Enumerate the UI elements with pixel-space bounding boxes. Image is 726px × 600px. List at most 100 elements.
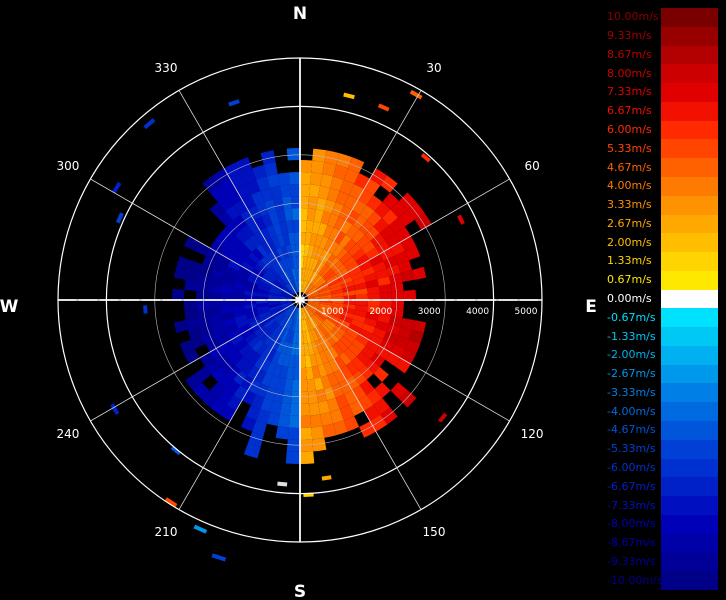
legend-label: 3.33m/s [607,198,652,212]
echo-gate [361,323,376,334]
echo-gate [314,312,325,323]
echo-gate [261,274,274,284]
echo-gate [228,99,240,107]
echo-gate [258,310,271,319]
echo-gate [273,388,285,403]
echo-gate [320,322,332,334]
echo-gate [232,300,245,306]
echo-gate [260,313,273,322]
echo-gate [307,294,320,299]
echo-gate [310,172,323,186]
echo-gate [243,348,257,362]
echo-gate [300,172,312,185]
echo-gate [308,390,319,404]
echo-gate [256,383,269,398]
echo-gate [339,234,352,248]
echo-gate [202,331,217,344]
echo-gate [244,307,258,315]
echo-gate [224,323,239,334]
echo-gate [308,317,316,330]
echo-gate [302,307,307,320]
echo-gate [302,280,307,293]
echo-gate [303,268,309,281]
echo-gate [374,382,391,399]
echo-gate [187,326,203,340]
echo-gate [388,315,403,327]
echo-gate [284,270,292,283]
echo-gate [378,284,392,294]
echo-gate [256,409,270,424]
echo-gate [279,184,291,198]
echo-gate [276,339,285,353]
echo-gate [331,328,343,340]
echo-gate [365,247,380,260]
echo-gate [260,227,272,242]
echo-gate [373,217,389,234]
echo-gate [242,390,257,406]
echo-gate [268,211,280,225]
echo-gate [328,241,340,255]
echo-gate [313,209,324,223]
echo-gate [342,307,356,315]
echo-gate [391,290,404,300]
echo-gate [317,308,330,316]
echo-gate [248,352,261,366]
legend-label: -4.00m/s [607,404,656,418]
echo-gate [291,319,297,332]
echo-gate [312,314,323,325]
echo-gate [272,310,284,319]
legend-swatch [661,496,718,516]
echo-gate [372,327,387,339]
echo-gate [318,286,331,294]
echo-gate [332,342,344,356]
echo-gate [330,284,343,292]
legend-label: 4.00m/s [607,179,652,193]
echo-gate [390,242,406,257]
echo-gate [300,439,314,452]
echo-gate [224,162,241,179]
echo-gate [286,366,295,380]
echo-gate [199,352,215,367]
echo-gate [390,201,408,218]
echo-gate [319,236,329,250]
echo-gate [241,328,255,340]
legend-label: 9.33m/s [607,29,652,43]
echo-gate [172,288,185,300]
echo-gate [247,220,260,235]
echo-gate [345,260,359,272]
echo-gate [263,318,276,329]
echo-gate [264,199,277,214]
legend-label: -2.00m/s [607,348,656,362]
echo-gate [319,291,332,297]
echo-gate [283,287,294,296]
echo-gate [350,319,364,329]
echo-gate [352,314,366,324]
echo-gate [311,341,320,355]
echo-gate [323,238,334,252]
echo-gate [233,309,246,318]
echo-gate [400,349,417,364]
legend-label: 0.67m/s [607,273,652,287]
echo-gate [268,301,281,306]
echo-gate [345,328,359,340]
echo-gate [236,319,250,329]
echo-gate [323,386,336,401]
echo-gate [300,232,306,245]
echo-gate [365,226,380,241]
echo-gate [258,281,271,290]
echo-gate [220,293,233,300]
echo-gate [390,343,406,358]
echo-gate [346,375,360,391]
echo-gate [185,318,200,331]
echo-gate [374,201,391,218]
range-label: 2000 [369,307,392,317]
echo-gate [348,266,362,277]
echo-gate [266,238,277,252]
echo-gate [391,300,404,310]
echo-gate [193,524,208,534]
legend-label: -3.33m/s [607,385,656,399]
echo-gate [365,359,380,374]
echo-gate [282,233,291,246]
echo-gate [251,322,264,333]
echo-gate [279,221,289,235]
